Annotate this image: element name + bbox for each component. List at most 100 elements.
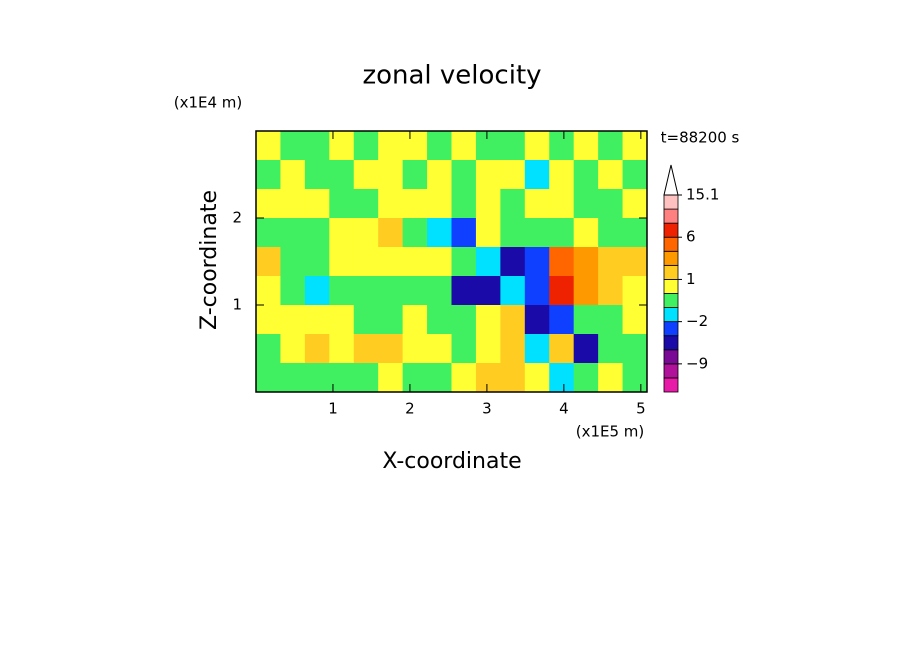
field-cell [427,160,452,190]
field-cell [524,276,550,306]
field-cell [378,189,404,219]
field-cell [353,247,379,277]
field-cell [427,276,452,306]
field-cell [304,363,330,393]
field-cell [475,247,501,277]
field-cell [500,189,526,219]
field-cell [280,189,306,219]
y-unit: (x1E4 m) [174,94,243,112]
field-cell [573,363,599,393]
x-tick-label: 3 [482,400,492,418]
field-cell [256,305,281,335]
field-cell [451,218,477,248]
field-cell [500,131,526,161]
field-cell [402,189,428,219]
field-cell [598,131,624,161]
field-cell [280,334,306,364]
field-cell [451,189,477,219]
colorbar-segment [663,307,679,323]
field-cell [622,160,648,190]
field-cell [573,276,599,306]
field-cell [329,305,355,335]
field-cell [549,218,575,248]
y-axis-label: Z-coordinate [197,190,222,330]
field-cell [475,218,501,248]
colorbar-segment [663,264,679,280]
field-cell [524,247,550,277]
field-cell [573,160,599,190]
colorbar-segment [663,250,679,266]
field-cell [402,363,428,393]
field-cell [329,247,355,277]
field-cell [304,334,330,364]
y-tick-label: 2 [232,209,242,227]
field-cell [622,334,648,364]
field-cell [524,189,550,219]
field-cell [329,160,355,190]
field-cell [378,160,404,190]
x-tick-label: 2 [405,400,415,418]
field-cell [475,363,501,393]
field-cell [451,160,477,190]
field-cell [475,131,501,161]
field-cell [524,363,550,393]
field-cell [402,305,428,335]
field-cell [475,334,501,364]
field-cell [500,160,526,190]
colorbar-extend [663,164,679,196]
field-cell [598,334,624,364]
field-cell [353,276,379,306]
field-cell [402,334,428,364]
field-cell [427,189,452,219]
field-cell [524,218,550,248]
field-cell [622,305,648,335]
field-cell [378,131,404,161]
field-cell [427,305,452,335]
colorbar-segment [663,293,679,308]
field-cell [500,334,526,364]
field-cell [573,131,599,161]
field-cell [451,131,477,161]
field-cell [304,160,330,190]
field-cell [598,218,624,248]
field-cell [353,363,379,393]
field-cell [500,218,526,248]
field-cell [329,276,355,306]
field-cell [304,189,330,219]
field-cell [598,189,624,219]
field-cell [524,131,550,161]
field-cell [622,218,648,248]
field-cell [304,276,330,306]
field-cell [573,334,599,364]
field-cell [329,218,355,248]
field-cell [329,189,355,219]
field-cell [451,363,477,393]
field-cell [622,189,648,219]
field-cell [353,334,379,364]
field-cell [256,334,281,364]
colorbar-segment [663,208,679,224]
contour-field [256,131,648,393]
field-cell [304,131,330,161]
field-cell [549,160,575,190]
field-cell [500,363,526,393]
plot-frame [255,130,648,393]
field-cell [549,247,575,277]
field-cell [402,276,428,306]
field-cell [598,305,624,335]
field-cell [402,160,428,190]
field-cell [378,363,404,393]
colorbar-segment [663,222,679,238]
field-cell [549,363,575,393]
field-cell [427,363,452,393]
field-cell [256,363,281,393]
colorbar-segment [663,335,679,351]
field-cell [427,334,452,364]
field-cell [353,305,379,335]
field-cell [353,131,379,161]
x-axis-label: X-coordinate [382,449,521,474]
field-cell [549,189,575,219]
field-cell [500,305,526,335]
field-cell [451,276,477,306]
